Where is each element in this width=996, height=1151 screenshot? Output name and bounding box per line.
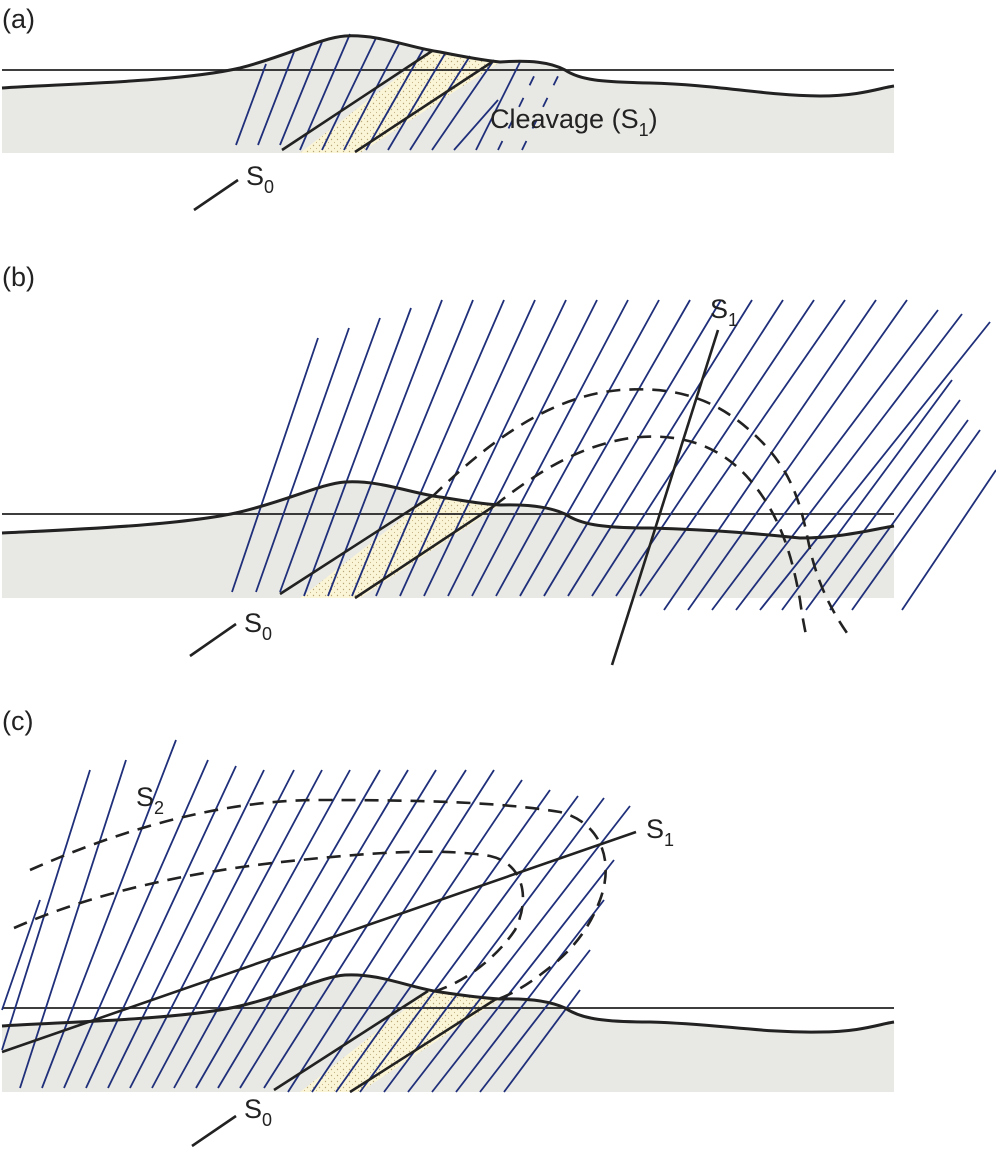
- panel-a-s0-trace: [193, 178, 239, 212]
- panel-c: (c): [1, 706, 895, 1148]
- panel-a: (a) S0 Cleavage: [1, 4, 895, 212]
- panel-b-label: (b): [2, 262, 35, 292]
- panel-c-s0-trace: [191, 1114, 237, 1148]
- panel-c-s0-label: S0: [244, 1094, 272, 1130]
- panel-c-bed-lower: [273, 989, 429, 1092]
- panel-c-topographic-surface: [1, 973, 895, 1034]
- panel-c-s1-label: S1: [646, 814, 674, 850]
- panel-c-cleavage-lines: [1, 739, 631, 1093]
- panel-a-cleavage-label: Cleavage (S1): [490, 104, 658, 140]
- panel-b-s1-axial-trace: [610, 329, 720, 666]
- panel-b-topographic-surface: [1, 480, 895, 540]
- panel-b-bed: [300, 497, 500, 598]
- panel-a-topographic-surface: [1, 34, 895, 98]
- panel-a-label: (a): [2, 4, 35, 34]
- panel-a-bed-upper: [354, 60, 493, 154]
- panel-c-label: (c): [2, 706, 33, 736]
- panel-a-cleavage-lines: [235, 33, 563, 151]
- panel-b-ground: [2, 481, 894, 598]
- panel-b: (b): [1, 262, 996, 666]
- panel-c-fold-inner: [13, 850, 525, 994]
- panel-c-s1-axial-trace: [1, 830, 637, 1054]
- panel-b-bed-lower: [279, 494, 433, 596]
- panel-c-s2-label: S2: [136, 782, 164, 818]
- panel-c-bed-upper: [349, 997, 497, 1094]
- panel-c-bed: [300, 991, 500, 1092]
- panel-b-bed-upper: [354, 504, 495, 600]
- panel-a-bed-lower: [281, 49, 433, 152]
- panel-b-s0-trace: [189, 622, 237, 658]
- panel-a-bed: [300, 52, 500, 153]
- panel-b-cleavage-lines: [231, 299, 996, 611]
- panel-b-fold-outer: [431, 388, 854, 641]
- panel-b-s1-label: S1: [710, 294, 738, 330]
- panel-c-fold-outer: [29, 798, 608, 1002]
- panel-a-s0-label: S0: [246, 161, 274, 197]
- panel-b-s0-label: S0: [244, 608, 272, 644]
- panel-b-fold-inner: [493, 435, 808, 636]
